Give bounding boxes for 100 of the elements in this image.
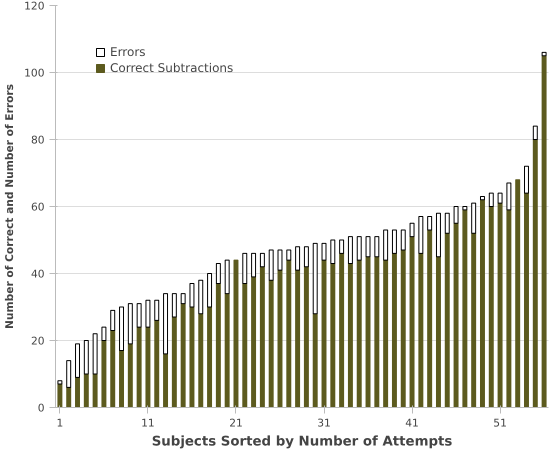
bar bbox=[348, 236, 353, 264]
bar bbox=[471, 202, 476, 234]
bar bbox=[374, 256, 380, 408]
bar bbox=[180, 293, 186, 304]
bar bbox=[92, 333, 98, 374]
bar bbox=[286, 250, 292, 261]
bar bbox=[57, 380, 62, 385]
y-tick-label: 40 bbox=[30, 268, 45, 280]
bar bbox=[286, 260, 292, 408]
bar bbox=[163, 293, 168, 354]
bar bbox=[532, 139, 538, 408]
bar bbox=[418, 252, 424, 408]
bar bbox=[330, 240, 336, 264]
bar bbox=[233, 260, 238, 408]
bar bbox=[322, 242, 326, 261]
x-tick-label: 1 bbox=[56, 416, 64, 430]
bar bbox=[110, 310, 116, 331]
bar bbox=[480, 196, 485, 200]
bar bbox=[524, 166, 529, 194]
bar bbox=[383, 229, 388, 261]
bar bbox=[66, 360, 72, 388]
bar bbox=[322, 260, 326, 408]
y-tick-label: 60 bbox=[30, 200, 45, 214]
bar bbox=[172, 293, 177, 318]
bar bbox=[295, 270, 300, 408]
bar bbox=[128, 343, 133, 408]
bar bbox=[366, 256, 371, 408]
bar bbox=[57, 384, 62, 408]
bar bbox=[427, 216, 432, 230]
bar bbox=[480, 199, 485, 408]
bar bbox=[251, 252, 256, 278]
bar bbox=[304, 266, 309, 408]
bar bbox=[101, 340, 106, 408]
bar bbox=[454, 206, 459, 224]
bar bbox=[207, 273, 212, 308]
bar bbox=[278, 250, 282, 271]
bar bbox=[454, 222, 459, 408]
bar bbox=[110, 330, 116, 408]
bar bbox=[260, 266, 265, 408]
legend-label: Errors bbox=[110, 45, 146, 59]
bar bbox=[75, 343, 80, 378]
x-tick-label: 21 bbox=[229, 416, 243, 430]
bar bbox=[251, 276, 256, 408]
x-tick-label: 31 bbox=[317, 416, 331, 430]
bar bbox=[462, 206, 468, 210]
bar bbox=[312, 313, 318, 408]
bar bbox=[356, 236, 362, 261]
bar bbox=[498, 202, 503, 408]
bar bbox=[278, 270, 282, 408]
bar bbox=[216, 262, 221, 284]
bar bbox=[242, 283, 248, 408]
bar bbox=[128, 303, 133, 344]
bar bbox=[427, 229, 432, 408]
bar bbox=[216, 283, 221, 408]
bar bbox=[383, 260, 388, 408]
y-tick-label: 80 bbox=[30, 134, 45, 146]
x-tick-label: 41 bbox=[405, 416, 419, 430]
bar bbox=[339, 240, 344, 254]
bar bbox=[506, 209, 512, 408]
bar bbox=[119, 306, 124, 352]
bar bbox=[242, 252, 248, 284]
bar bbox=[136, 303, 142, 328]
bar bbox=[136, 326, 142, 408]
bar bbox=[488, 206, 494, 408]
bar bbox=[330, 262, 336, 408]
bar bbox=[75, 376, 80, 408]
y-tick-label: 100 bbox=[24, 66, 45, 80]
y-tick-label: 0 bbox=[38, 402, 45, 414]
bar bbox=[542, 55, 547, 408]
bar bbox=[163, 353, 168, 408]
bar bbox=[84, 374, 89, 408]
bar bbox=[542, 52, 547, 56]
bar bbox=[172, 316, 177, 408]
bar bbox=[348, 262, 353, 408]
bar bbox=[444, 212, 450, 234]
bar bbox=[268, 280, 274, 408]
bar bbox=[410, 236, 415, 408]
bar bbox=[410, 222, 415, 238]
bar bbox=[471, 232, 476, 408]
bar bbox=[180, 303, 186, 408]
bar bbox=[366, 236, 371, 258]
bar bbox=[84, 340, 89, 374]
bar bbox=[532, 126, 538, 140]
bar bbox=[198, 280, 204, 314]
bar bbox=[145, 326, 150, 408]
bar bbox=[515, 179, 520, 408]
bar bbox=[295, 246, 300, 271]
bar bbox=[66, 386, 72, 408]
x-tick-label: 51 bbox=[493, 416, 507, 430]
bar bbox=[312, 242, 318, 314]
bar bbox=[119, 350, 124, 408]
x-axis-title: Subjects Sorted by Number of Attempts bbox=[152, 434, 452, 450]
y-tick-label: 20 bbox=[30, 334, 45, 348]
bar bbox=[392, 229, 397, 254]
bar bbox=[488, 192, 494, 207]
bar bbox=[374, 236, 380, 258]
bar bbox=[101, 326, 106, 341]
bar bbox=[154, 300, 160, 321]
legend-label: Correct Subtractions bbox=[110, 61, 234, 75]
bar bbox=[436, 256, 441, 408]
